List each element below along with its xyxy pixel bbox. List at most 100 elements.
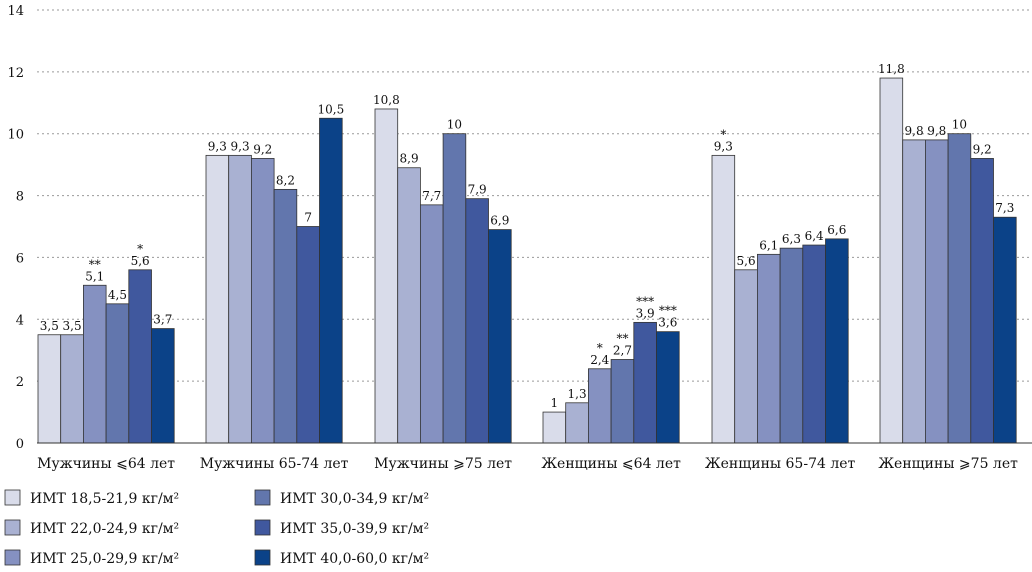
bar [397, 167, 421, 444]
data-label: 3,7 [153, 313, 172, 327]
bar [374, 108, 399, 444]
data-label: 3,5 [40, 319, 59, 333]
y-tick-label: 14 [7, 4, 24, 19]
bar [588, 368, 612, 444]
bar [947, 133, 972, 444]
bar [542, 411, 567, 444]
y-tick-label: 12 [7, 66, 24, 81]
significance-marker: *** [659, 304, 677, 318]
category-label: Мужчины 65-74 лет [200, 456, 349, 472]
significance-marker: *** [636, 294, 654, 308]
data-label: 1 [551, 396, 559, 410]
bar [656, 331, 680, 444]
data-label: 5,6 [737, 254, 756, 268]
legend-label: ИМТ 18,5-21,9 кг/м² [30, 491, 179, 507]
data-label: 10,5 [317, 102, 344, 116]
y-tick-label: 8 [16, 190, 24, 205]
legend-label: ИМТ 40,0-60,0 кг/м² [280, 551, 429, 567]
legend-swatch [254, 519, 271, 536]
grid-layer [37, 9, 1032, 382]
data-label: 6,3 [782, 232, 801, 246]
data-label: 3,6 [658, 316, 677, 330]
category-label: Мужчины ⩾75 лет [374, 456, 512, 472]
y-tick-label: 2 [16, 375, 24, 390]
bars-layer [37, 77, 1017, 444]
data-label: 8,2 [276, 173, 295, 187]
legend-swatch [254, 489, 271, 506]
bar [319, 117, 343, 444]
data-label: 5,1 [85, 269, 104, 283]
bar [442, 133, 467, 444]
bar [779, 247, 804, 444]
data-label: 9,8 [905, 124, 924, 138]
bar [105, 303, 130, 444]
y-tick-label: 6 [16, 251, 24, 266]
data-label: 9,3 [714, 139, 733, 153]
bar [711, 154, 736, 444]
bar [250, 158, 275, 444]
data-label: 1,3 [568, 387, 587, 401]
data-label: 2,4 [590, 353, 609, 367]
significance-marker: * [137, 242, 143, 256]
data-label: 10 [447, 118, 462, 132]
data-label: 9,8 [927, 124, 946, 138]
legend-label: ИМТ 35,0-39,9 кг/м² [280, 521, 429, 537]
labels-layer: 3,59,310,819,3*11,83,59,38,91,35,69,85,1… [40, 62, 1015, 410]
bar [565, 402, 589, 444]
legend-swatch [4, 549, 21, 566]
legend-label: ИМТ 30,0-34,9 кг/м² [280, 491, 429, 507]
category-label: Мужчины ⩽64 лет [37, 456, 175, 472]
bar [128, 269, 152, 444]
data-label: 2,7 [613, 343, 632, 357]
legend-swatch [4, 489, 21, 506]
axis-layer: 0 2 4 6 8 10 12 14 Мужчины ⩽64 лет Мужчины 65-74 … [7, 4, 1032, 472]
bar [993, 216, 1017, 444]
bar [610, 359, 635, 444]
bar [205, 154, 230, 444]
y-tick-label: 10 [7, 128, 24, 143]
data-label: 7,3 [995, 201, 1014, 215]
data-label: 7,7 [422, 189, 441, 203]
bar [419, 204, 444, 444]
data-label: 9,2 [253, 142, 272, 156]
data-label: 4,5 [108, 288, 127, 302]
data-label: 6,1 [759, 238, 778, 252]
data-label: 3,9 [636, 306, 655, 320]
legend-label: ИМТ 25,0-29,9 кг/м² [30, 551, 179, 567]
significance-marker: * [720, 127, 726, 141]
bar [802, 244, 826, 444]
legend-swatch [4, 519, 21, 536]
bar [83, 284, 107, 444]
category-label: Женщины ⩽64 лет [541, 456, 681, 472]
bar [757, 253, 781, 444]
data-label: 11,8 [878, 62, 905, 76]
bar [488, 229, 512, 444]
data-label: 6,9 [490, 214, 509, 228]
bar [734, 269, 758, 444]
significance-marker: ** [89, 257, 101, 271]
data-label: 8,9 [400, 152, 419, 166]
bar [273, 188, 298, 444]
significance-marker: ** [616, 331, 628, 345]
bar [465, 198, 489, 444]
bar [60, 334, 84, 444]
bar [902, 139, 926, 444]
significance-marker: * [597, 341, 603, 355]
bar [925, 139, 949, 444]
y-tick-label: 0 [16, 437, 24, 452]
bar [633, 321, 657, 444]
bar [151, 328, 175, 444]
bar [879, 77, 904, 444]
legend-label: ИМТ 22,0-24,9 кг/м² [30, 521, 179, 537]
legend-swatch [254, 549, 271, 566]
data-label: 9,3 [231, 139, 250, 153]
legend: ИМТ 18,5-21,9 кг/м² ИМТ 22,0-24,9 кг/м² ИМ… [4, 489, 429, 567]
bar [970, 158, 994, 444]
data-label: 3,5 [63, 319, 82, 333]
data-label: 7 [304, 211, 312, 225]
category-label: Женщины 65-74 лет [705, 456, 856, 472]
data-label: 6,4 [805, 229, 824, 243]
data-label: 9,2 [973, 142, 992, 156]
data-label: 5,6 [131, 254, 150, 268]
